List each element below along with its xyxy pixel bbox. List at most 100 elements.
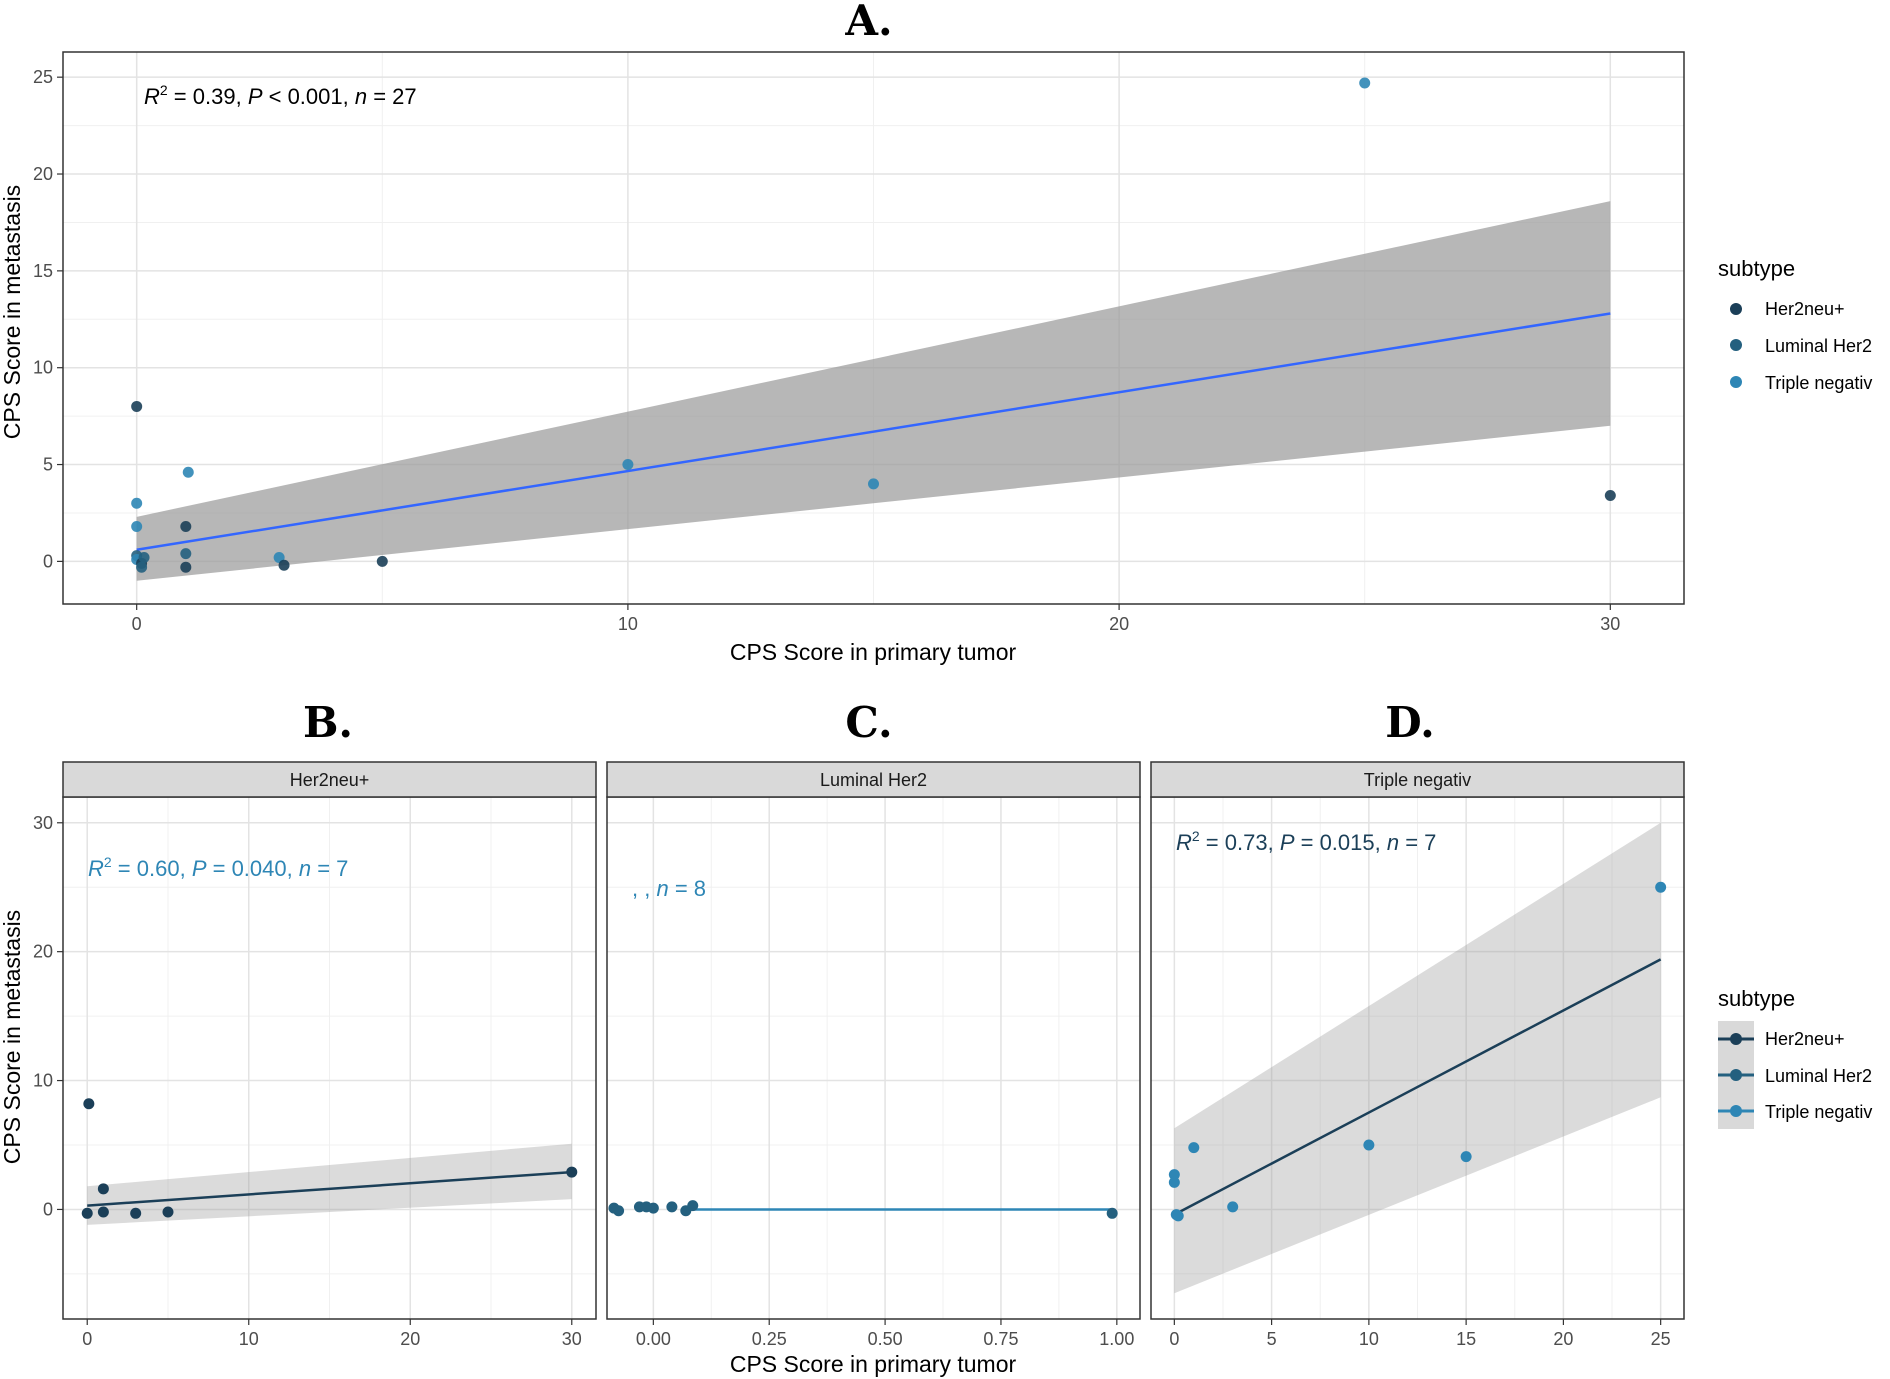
panel-a-y-tick-label: 10 — [33, 358, 53, 378]
panel-c-strip-label: Luminal Her2 — [820, 770, 927, 790]
panel-d-x-tick-label: 10 — [1359, 1329, 1379, 1349]
panel-b-point — [97, 1206, 109, 1218]
panel-d-point — [1188, 1142, 1200, 1154]
panel-d-x-tick-label: 0 — [1169, 1329, 1179, 1349]
panel-c-x-tick-label: 0.50 — [868, 1329, 903, 1349]
panel-b-point — [566, 1166, 578, 1178]
panel-a-point — [278, 559, 290, 571]
panel-c-x-tick-label: 0.25 — [752, 1329, 787, 1349]
panel-d-title: D. — [1385, 698, 1435, 747]
panel-c-point — [1106, 1207, 1118, 1219]
panel-a-point — [131, 521, 143, 533]
legend-bottom-triple-label: Triple negativ — [1765, 1102, 1872, 1122]
panel-a-point — [1359, 77, 1371, 89]
legend-top-title: subtype — [1718, 256, 1795, 281]
legend-top-luminal-label: Luminal Her2 — [1765, 336, 1872, 356]
panel-c-point — [687, 1200, 699, 1212]
panel-d-point — [1168, 1176, 1180, 1188]
panel-a-point — [376, 555, 388, 567]
panel-b-y-tick-label: 20 — [33, 942, 53, 962]
panel-c-stat-annotation: , , n = 8 — [632, 876, 706, 901]
panel-b-strip — [62, 761, 597, 798]
panel-d-plot: 0 5 10 15 20 25 Triple negativ R2 = 0.73, P = 0… — [1150, 761, 1685, 1349]
panel-b-point — [81, 1207, 93, 1219]
panel-b-point — [97, 1183, 109, 1195]
panel-a-plot: 0 10 20 30 0 5 10 15 20 25 R2 = 0.39, P < 0.001, n… — [33, 51, 1685, 634]
panel-d-strip — [1150, 761, 1685, 798]
panel-b-y-tick-label: 0 — [43, 1199, 53, 1219]
panel-b-y-tick-label: 10 — [33, 1071, 53, 1091]
bottom-xlabel: CPS Score in primary tumor — [730, 1351, 1017, 1377]
panel-b-confidence-ribbon — [87, 1143, 572, 1225]
legend-top-luminal-key — [1730, 339, 1742, 351]
panel-c-x-tick-label: 0.75 — [983, 1329, 1018, 1349]
panel-a-point — [180, 548, 192, 560]
panel-d-x-tick-label: 25 — [1651, 1329, 1671, 1349]
panel-c-plot: 0.00 0.25 0.50 0.75 1.00 Luminal Her2 , , n = … — [606, 761, 1141, 1349]
panel-a-xlabel: CPS Score in primary tumor — [730, 639, 1017, 665]
panel-d-point — [1460, 1151, 1472, 1163]
panel-c-strip — [606, 761, 1141, 798]
panel-b-y-tick-label: 30 — [33, 813, 53, 833]
panel-b-strip-label: Her2neu+ — [290, 770, 370, 790]
panel-a-point — [182, 466, 194, 478]
panel-a-point — [180, 561, 192, 573]
panel-a-y-tick-label: 20 — [33, 164, 53, 184]
panel-a-point — [180, 521, 192, 533]
panel-b-point — [83, 1098, 95, 1110]
panel-d-point — [1227, 1201, 1239, 1213]
panel-a-point — [136, 561, 148, 573]
panel-d-point — [1168, 1169, 1180, 1181]
legend-bottom-title: subtype — [1718, 986, 1795, 1011]
panel-a-point — [131, 400, 143, 412]
panel-a-border — [62, 51, 1685, 605]
legend-top-her2-key — [1730, 303, 1742, 315]
panel-d-point — [1655, 881, 1667, 893]
panel-a-point — [1604, 490, 1616, 502]
panel-c-point — [613, 1205, 625, 1217]
panel-b-x-tick-label: 10 — [239, 1329, 259, 1349]
legend-top: subtype Her2neu+ Luminal Her2 Triple neg… — [1718, 256, 1872, 393]
panel-a-y-tick-label: 25 — [33, 67, 53, 87]
panel-a-point — [131, 497, 143, 509]
panel-d-confidence-ribbon — [1174, 822, 1661, 1294]
panel-a-title: A. — [844, 0, 892, 45]
panel-d-point — [1363, 1139, 1375, 1151]
panel-b-title: B. — [303, 698, 353, 747]
panel-c-title: C. — [845, 698, 892, 747]
bottom-ylabel: CPS Score in metastasis — [0, 910, 25, 1164]
panel-d-fit-line — [1173, 958, 1662, 1216]
panel-a-point — [622, 459, 634, 471]
panel-d-point — [1172, 1210, 1184, 1222]
panel-a-fit-line — [136, 312, 1611, 552]
panel-d-x-tick-label: 20 — [1553, 1329, 1573, 1349]
panel-c-x-tick-label: 1.00 — [1099, 1329, 1134, 1349]
legend-bottom-triple-key — [1730, 1105, 1742, 1117]
legend-top-her2-label: Her2neu+ — [1765, 299, 1845, 319]
panel-d-x-tick-label: 15 — [1456, 1329, 1476, 1349]
panel-b-point — [130, 1207, 142, 1219]
panel-b-x-tick-label: 30 — [562, 1329, 582, 1349]
panel-b-fit-line — [87, 1170, 572, 1207]
legend-top-triple-key — [1730, 376, 1742, 388]
panel-c-point — [647, 1202, 659, 1214]
panel-a-ylabel: CPS Score in metastasis — [0, 185, 25, 439]
panel-d-strip-label: Triple negativ — [1364, 770, 1471, 790]
panel-d-stat-annotation: R2 = 0.73, P = 0.015, n = 7 — [1176, 828, 1436, 855]
panel-d-x-tick-label: 5 — [1267, 1329, 1277, 1349]
panel-a-x-tick-label: 10 — [618, 614, 638, 634]
panel-a-point — [868, 478, 879, 490]
panel-b-stat-annotation: R2 = 0.60, P = 0.040, n = 7 — [88, 854, 348, 881]
panel-a-x-tick-label: 30 — [1600, 614, 1620, 634]
panel-a-y-tick-label: 15 — [33, 261, 53, 281]
panel-a-confidence-ribbon — [136, 201, 1611, 581]
legend-bottom-her2-key — [1730, 1033, 1742, 1045]
panel-b-x-tick-label: 0 — [82, 1329, 92, 1349]
panel-a-x-tick-label: 0 — [132, 614, 142, 634]
panel-a-y-tick-label: 0 — [43, 551, 53, 571]
legend-top-triple-label: Triple negativ — [1765, 373, 1872, 393]
panel-a-point — [138, 552, 150, 564]
legend-bottom: subtype Her2neu+ Luminal Her2 Triple neg… — [1718, 986, 1872, 1129]
panel-c-point — [666, 1201, 678, 1213]
